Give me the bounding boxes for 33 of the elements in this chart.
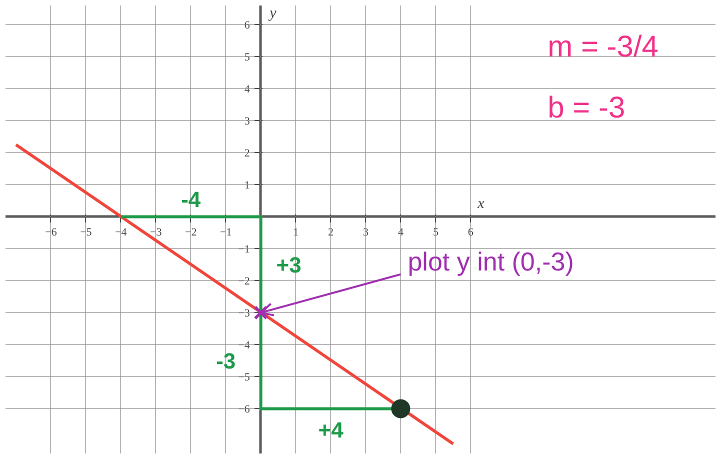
- y-tick-label: 3: [244, 116, 250, 128]
- x-tick-label: 5: [432, 226, 439, 239]
- y-tick-label: −5: [238, 372, 250, 384]
- annotation: +4: [318, 418, 344, 442]
- y-tick-label: −4: [238, 340, 250, 352]
- y-tick-label: 5: [244, 52, 250, 64]
- x-tick-label: −4: [115, 226, 128, 239]
- y-tick-label: 2: [244, 148, 250, 160]
- x-tick-label: 6: [468, 226, 474, 239]
- x-tick-label: −2: [185, 226, 197, 239]
- annotation: b = -3: [548, 91, 626, 124]
- y-tick-label: −1: [238, 244, 250, 256]
- y-tick-label: −2: [238, 276, 250, 288]
- x-tick-label: 4: [398, 226, 404, 239]
- y-axis-title: y: [268, 6, 277, 22]
- x-tick-label: 3: [362, 226, 369, 239]
- x-tick-label: −6: [45, 226, 58, 239]
- annotation: m = -3/4: [548, 30, 658, 64]
- y-tick-label: 1: [244, 180, 250, 192]
- annotation: -4: [181, 187, 202, 212]
- annotation: -3: [216, 348, 236, 374]
- x-tick-label: 2: [328, 226, 334, 239]
- annotation: plot y int (0,-3): [408, 246, 574, 276]
- y-tick-label: −6: [238, 404, 250, 416]
- y-tick-label: 6: [244, 20, 250, 32]
- annotation: +3: [276, 252, 302, 278]
- x-tick-label: −1: [220, 226, 232, 239]
- x-axis-title: x: [476, 196, 485, 212]
- x-tick-label: 1: [293, 226, 299, 239]
- y-tick-label: −3: [238, 308, 250, 320]
- x-tick-label: −3: [150, 226, 162, 239]
- y-tick-label: 4: [244, 84, 250, 96]
- x-tick-label: −5: [80, 226, 92, 239]
